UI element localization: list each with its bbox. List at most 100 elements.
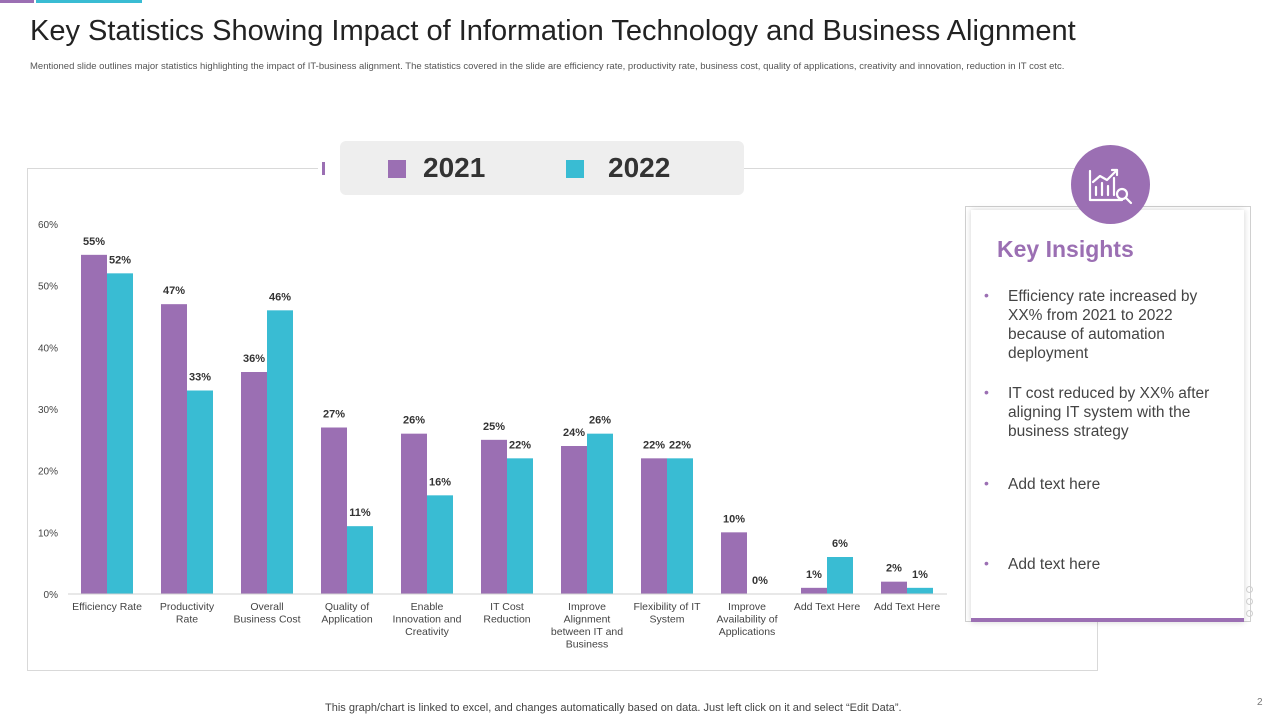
bar-2021 <box>801 587 827 594</box>
bar-2022 <box>267 310 293 594</box>
footer-note: This graph/chart is linked to excel, and… <box>325 702 902 714</box>
page-number: 2 <box>1257 697 1263 708</box>
x-tick-label: Rate <box>176 614 198 626</box>
x-tick-label: Business Cost <box>233 614 300 626</box>
decorative-ring <box>1246 610 1253 617</box>
x-tick-label: Overall <box>250 601 283 613</box>
bar-2021 <box>481 439 507 594</box>
x-tick-label: Efficiency Rate <box>72 601 142 613</box>
y-tick-label: 0% <box>44 590 59 601</box>
bar-2021 <box>401 433 427 594</box>
bar-2021 <box>241 372 267 594</box>
page-subtitle: Mentioned slide outlines major statistic… <box>30 61 1065 72</box>
x-tick-label: between IT and <box>551 626 623 638</box>
x-tick-label: System <box>649 614 684 626</box>
bar-2021 <box>721 532 747 594</box>
x-tick-label: Enable <box>411 601 444 613</box>
data-label-2021: 27% <box>323 409 345 421</box>
data-label-2022: 6% <box>832 538 848 550</box>
y-tick-label: 20% <box>38 467 58 478</box>
bar-2021 <box>81 254 107 595</box>
insight-text: Add text here <box>1008 476 1101 493</box>
bar-2022 <box>667 458 693 594</box>
data-label-2022: 16% <box>429 476 451 488</box>
x-tick-label: Improve <box>728 601 766 613</box>
data-label-2022: 0% <box>752 575 768 587</box>
insights-card <box>971 210 1244 622</box>
data-label-2021: 36% <box>243 353 265 365</box>
bar-2021 <box>161 304 187 594</box>
x-tick-label: Innovation and <box>393 614 462 626</box>
x-tick-label: Application <box>321 614 373 626</box>
chart-magnifier-icon <box>1071 145 1150 224</box>
y-tick-label: 10% <box>38 528 58 539</box>
y-tick-label: 60% <box>38 220 58 231</box>
data-label-2021: 25% <box>483 421 505 433</box>
legend-swatch-2021 <box>388 160 406 178</box>
data-label-2021: 22% <box>643 439 665 451</box>
bar-2021 <box>881 581 907 594</box>
bullet-icon: • <box>984 555 989 571</box>
data-label-2022: 46% <box>269 291 291 303</box>
bar-2021 <box>321 427 347 594</box>
data-label-2021: 47% <box>163 285 185 297</box>
insight-text: Add text here <box>1008 556 1101 573</box>
data-label-2022: 22% <box>509 439 531 451</box>
bar-2022 <box>187 390 213 594</box>
legend-label-2022: 2022 <box>608 152 671 183</box>
y-tick-label: 50% <box>38 282 58 293</box>
data-label-2021: 26% <box>403 415 425 427</box>
bullet-icon: • <box>984 384 989 400</box>
data-label-2022: 26% <box>589 415 611 427</box>
x-tick-label: Applications <box>719 626 776 638</box>
bar-2022 <box>907 587 933 594</box>
x-tick-label: IT Cost <box>490 601 524 613</box>
bar-2022 <box>107 273 133 594</box>
y-tick-label: 30% <box>38 405 58 416</box>
x-tick-label: Flexibility of IT <box>633 601 701 613</box>
x-tick-label: Quality of <box>325 601 369 613</box>
insight-text: IT cost reduced by XX% after aligning IT… <box>1008 385 1210 440</box>
top-accent-bar-teal <box>36 0 142 3</box>
insights-bottom-bar <box>971 618 1244 622</box>
data-label-2022: 22% <box>669 439 691 451</box>
legend-label-2021: 2021 <box>423 152 486 183</box>
bar-2022 <box>587 433 613 594</box>
x-tick-label: Add Text Here <box>874 601 941 613</box>
bar-2022 <box>507 458 533 594</box>
legend-swatch-2022 <box>566 160 584 178</box>
frame-accent-tick <box>322 162 325 175</box>
bullet-icon: • <box>984 287 989 303</box>
x-tick-label: Add Text Here <box>794 601 861 613</box>
decorative-ring <box>1246 586 1253 593</box>
data-label-2022: 33% <box>189 372 211 384</box>
insights-title: Key Insights <box>997 236 1134 262</box>
data-label-2022: 11% <box>349 507 371 519</box>
chart-legend: 2021 2022 <box>340 141 744 195</box>
bar-2022 <box>827 557 853 594</box>
top-accent-bar-purple <box>0 0 34 3</box>
bullet-icon: • <box>984 475 989 491</box>
bar-2022 <box>347 526 373 594</box>
data-label-2021: 55% <box>83 236 105 248</box>
x-tick-label: Creativity <box>405 626 450 638</box>
x-tick-label: Reduction <box>483 614 530 626</box>
bar-2021 <box>641 458 667 594</box>
data-label-2021: 10% <box>723 513 745 525</box>
x-tick-label: Alignment <box>564 614 611 626</box>
x-tick-label: Improve <box>568 601 606 613</box>
data-label-2021: 1% <box>806 569 822 581</box>
data-label-2021: 2% <box>886 563 902 575</box>
data-label-2022: 52% <box>109 254 131 266</box>
data-label-2022: 1% <box>912 569 928 581</box>
x-tick-label: Availability of <box>716 614 777 626</box>
decorative-ring <box>1246 598 1253 605</box>
page-title: Key Statistics Showing Impact of Informa… <box>30 15 1076 47</box>
bar-2021 <box>561 446 587 594</box>
x-tick-label: Business <box>566 639 609 651</box>
bar-2022 <box>427 495 453 594</box>
insight-text: Efficiency rate increased by XX% from 20… <box>1008 288 1198 362</box>
y-tick-label: 40% <box>38 343 58 354</box>
x-tick-label: Productivity <box>160 601 215 613</box>
